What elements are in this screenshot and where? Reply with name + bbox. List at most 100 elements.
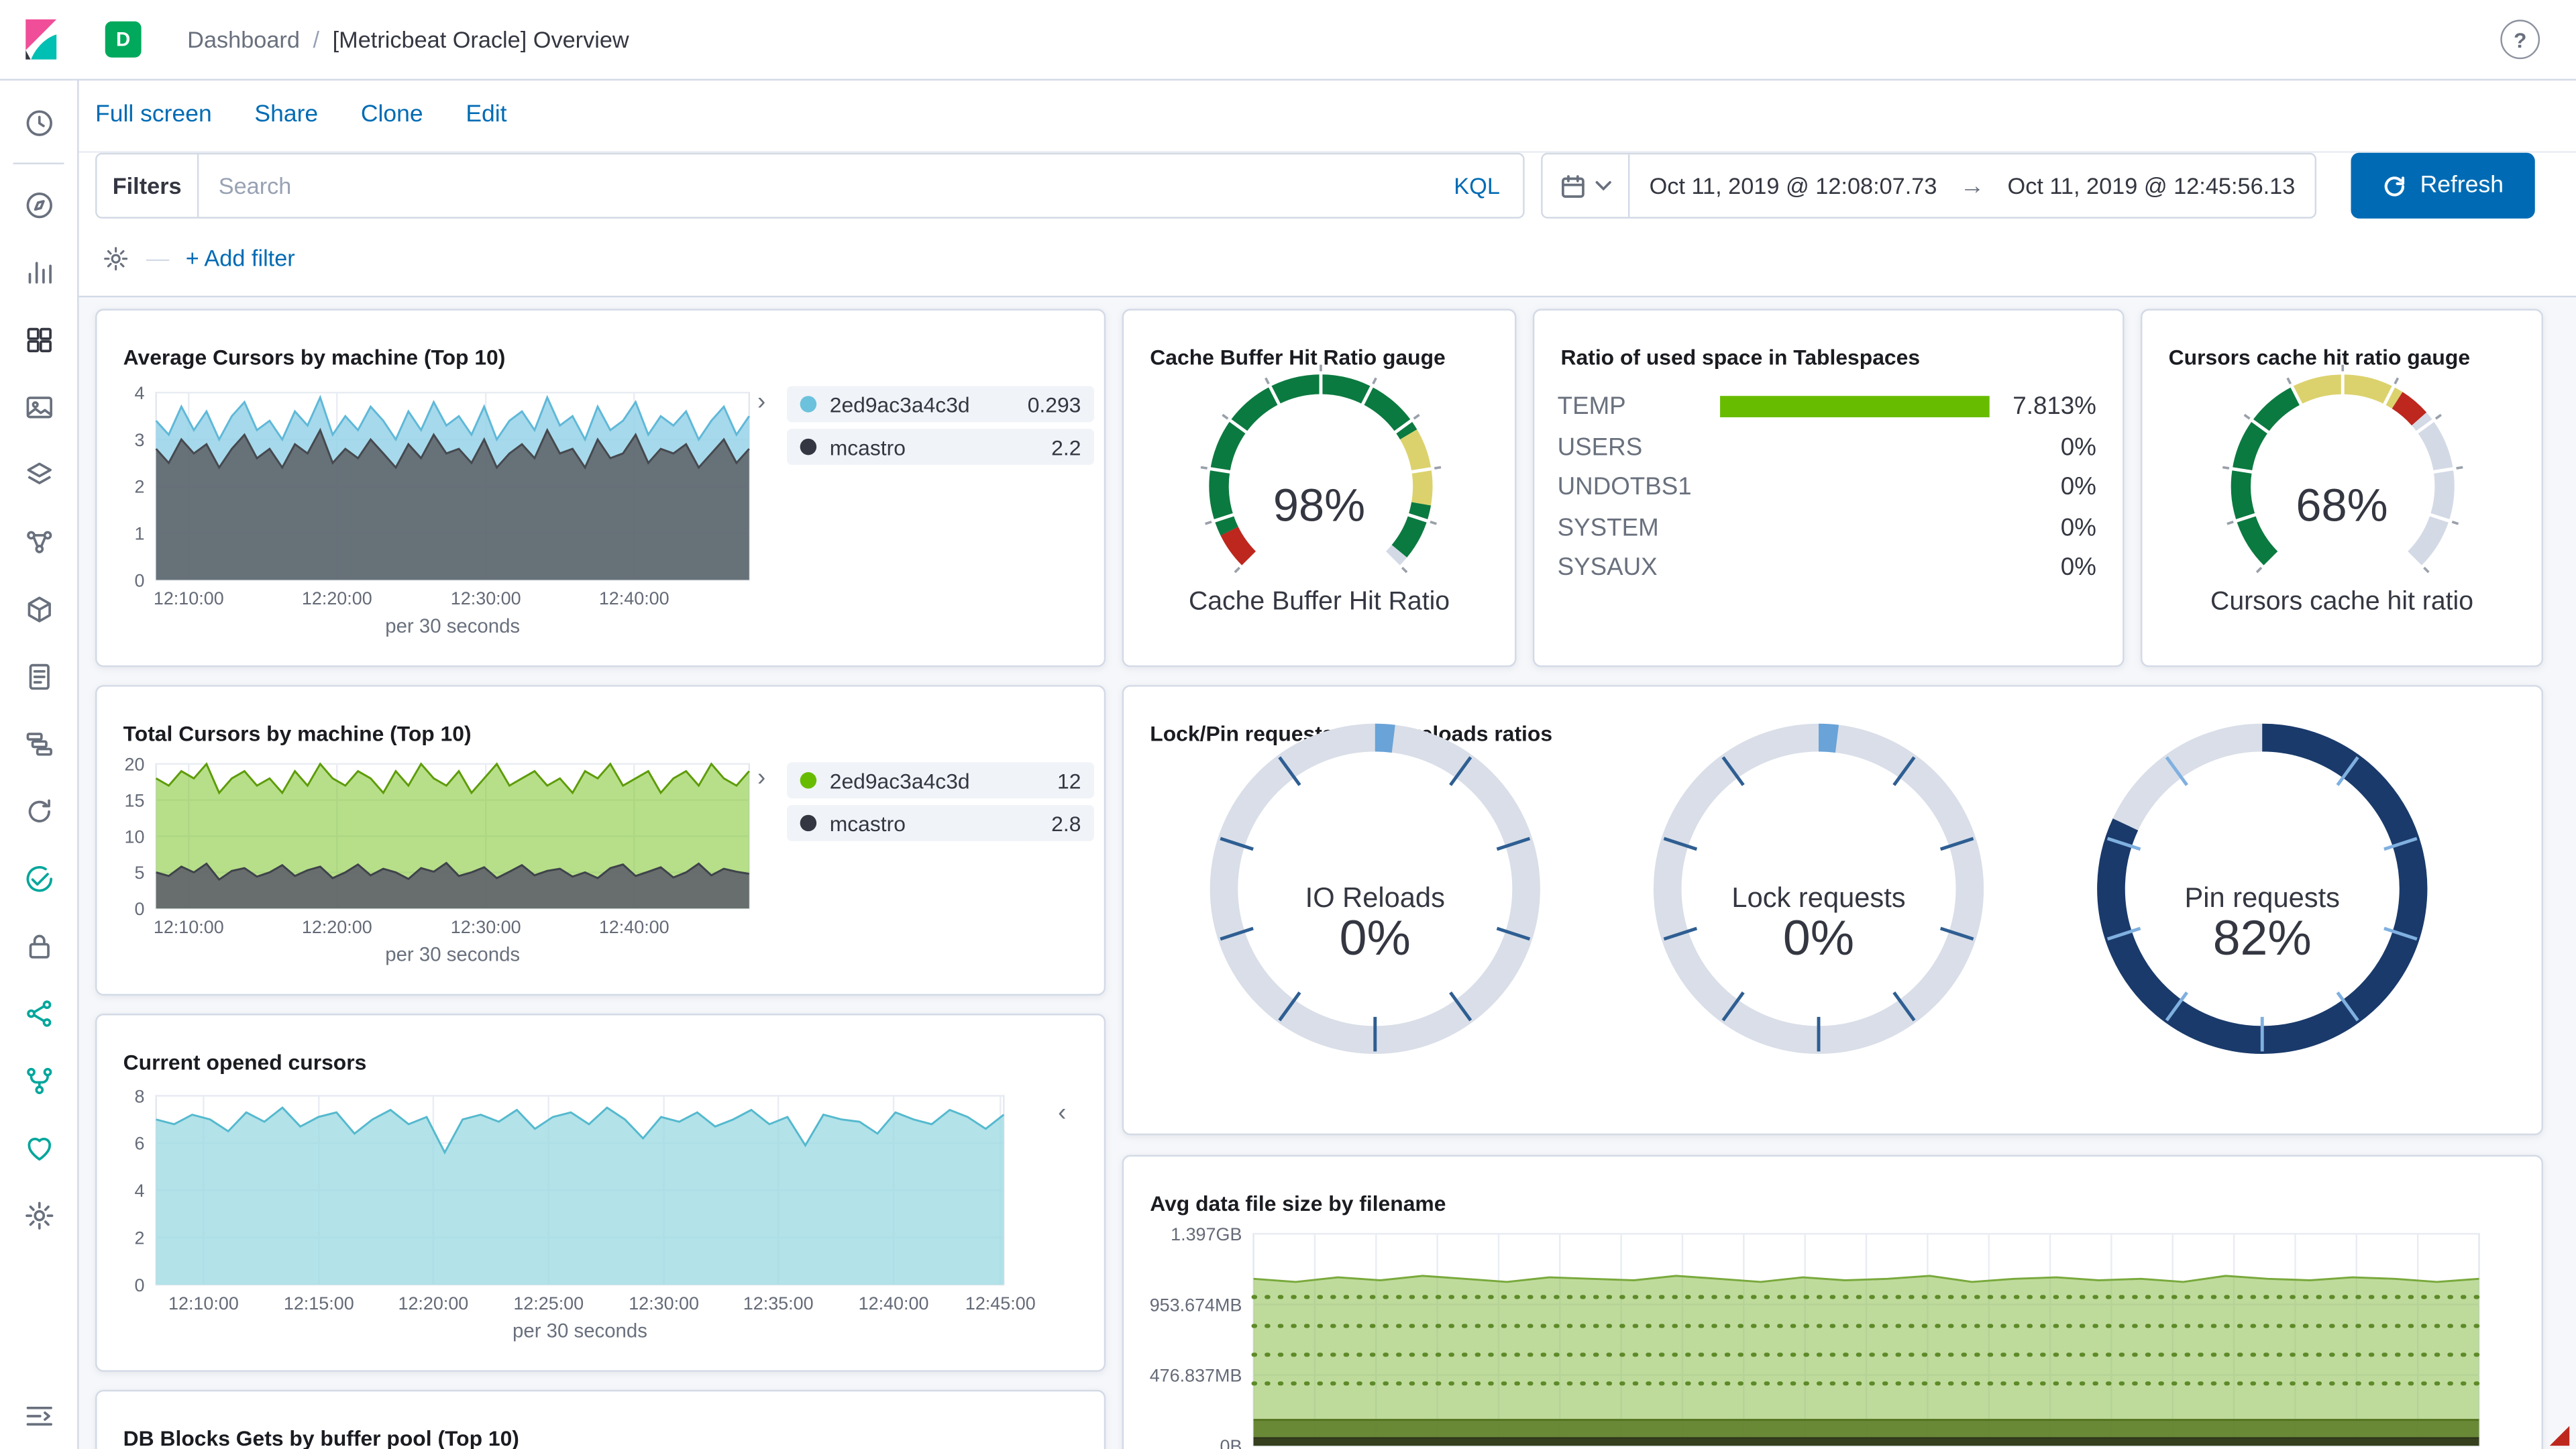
share-link[interactable]: Share	[254, 101, 319, 129]
kql-toggle[interactable]: KQL	[1454, 172, 1500, 199]
monitoring-share-nodes-icon[interactable]	[0, 979, 77, 1046]
legend-expand-icon[interactable]: ›	[757, 387, 766, 416]
lock-requests-gauge: Lock requests 0%	[1646, 716, 1991, 1061]
date-to[interactable]: Oct 11, 2019 @ 12:45:56.13	[2007, 172, 2296, 199]
svg-text:0B: 0B	[1220, 1436, 1242, 1449]
svg-text:12:20:00: 12:20:00	[302, 588, 372, 608]
panel-total-cursors: Total Cursors by machine (Top 10) 20 15 10…	[95, 685, 1106, 996]
tablespace-row: SYSAUX 0%	[1557, 553, 2096, 581]
svg-text:per 30 seconds: per 30 seconds	[385, 615, 520, 637]
svg-text:8: 8	[135, 1086, 145, 1106]
cache-buffer-gauge	[1200, 364, 1442, 574]
kibana-logo-icon[interactable]	[16, 15, 65, 64]
full-screen-link[interactable]: Full screen	[95, 101, 212, 129]
maps-layers-icon[interactable]	[0, 440, 77, 507]
panel-tablespaces: Ratio of used space in Tablespaces TEMP …	[1532, 309, 2125, 667]
filters-button[interactable]: Filters	[97, 154, 199, 217]
recently-viewed-clock-icon[interactable]	[0, 89, 77, 156]
panel-cache-buffer-gauge: Cache Buffer Hit Ratio gauge 98% Cache B…	[1122, 309, 1517, 667]
svg-text:12:45:00: 12:45:00	[965, 1293, 1036, 1313]
series-color-dot	[800, 396, 817, 413]
svg-text:5: 5	[135, 863, 145, 883]
legend-item[interactable]: 2ed9ac3a4c3d 0.293	[787, 386, 1095, 423]
date-from[interactable]: Oct 11, 2019 @ 12:08:07.73	[1649, 172, 1937, 199]
top-header: D Dashboard / [Metricbeat Oracle] Overvi…	[0, 0, 2576, 81]
apm-traces-icon[interactable]	[0, 710, 77, 777]
total-cursors-chart[interactable]: 20 15 10 5 0 12:10:00 12:20:00 12:30:00 12:40:00…	[97, 687, 1106, 996]
gauge-label: Pin requests	[2184, 882, 2340, 914]
panel-lock-pin-ratios: Lock/Pin requests and IO reloads ratios …	[1122, 685, 2544, 1136]
tablespace-row: SYSTEM 0%	[1557, 513, 2096, 541]
clone-link[interactable]: Clone	[360, 101, 423, 129]
edit-link[interactable]: Edit	[466, 101, 507, 129]
legend-item[interactable]: mcastro 2.8	[787, 805, 1095, 841]
discover-compass-icon[interactable]	[0, 171, 77, 238]
panel-title: Avg data file size by filename	[1150, 1191, 1446, 1216]
svg-text:12:25:00: 12:25:00	[513, 1293, 584, 1313]
panel-title: Ratio of used space in Tablespaces	[1560, 345, 1921, 370]
tablespace-row: UNDOTBS1 0%	[1557, 472, 2096, 500]
gauge-value: 82%	[2212, 912, 2312, 967]
visualize-bar-chart-icon[interactable]	[0, 238, 77, 305]
calendar-dropdown-button[interactable]	[1543, 154, 1630, 217]
svg-text:1.397GB: 1.397GB	[1171, 1224, 1242, 1244]
nav-collapse-toggle-icon[interactable]	[0, 1391, 79, 1440]
svg-text:15: 15	[125, 790, 145, 810]
refresh-button[interactable]: Refresh	[2351, 152, 2535, 219]
gauge-value: 68%	[2296, 480, 2388, 531]
infrastructure-cube-icon[interactable]	[0, 575, 77, 642]
svg-text:3: 3	[135, 430, 145, 450]
current-cursors-chart[interactable]: 8 6 4 2 0 12:10:00 12:15:00 12:20:00 12:25:00 12:…	[97, 1015, 1106, 1371]
breadcrumb-separator: /	[313, 26, 320, 53]
uptime-check-icon[interactable]	[0, 845, 77, 912]
panel-title: Total Cursors by machine (Top 10)	[123, 721, 472, 746]
avg-file-size-chart[interactable]: 1.397GB 953.674MB 476.837MB 0B	[1124, 1157, 2543, 1449]
query-bar: Filters KQL Oct 11, 2019 @ 12:08:07.73 →…	[79, 151, 2576, 220]
svg-text:12:40:00: 12:40:00	[859, 1293, 929, 1313]
breadcrumb-dashboard-link[interactable]: Dashboard	[187, 26, 300, 53]
heartbeat-icon[interactable]	[0, 1114, 77, 1181]
legend-expand-icon[interactable]: ›	[757, 763, 766, 792]
search-box: Filters KQL	[95, 152, 1525, 219]
machine-learning-nodes-icon[interactable]	[0, 508, 77, 575]
series-color-dot	[800, 772, 817, 789]
fork-branch-icon[interactable]	[0, 1046, 77, 1114]
help-icon[interactable]: ?	[2500, 19, 2540, 60]
refresh-icon	[2384, 176, 2405, 196]
svg-text:12:10:00: 12:10:00	[154, 588, 224, 608]
svg-text:0: 0	[135, 1275, 145, 1295]
panel-current-opened-cursors: Current opened cursors 8 6 4 2 0 12:10:00 12:1…	[95, 1014, 1106, 1372]
panel-db-blocks-gets: DB Blocks Gets by buffer pool (Top 10)	[95, 1389, 1106, 1449]
svg-text:20: 20	[125, 755, 145, 775]
canvas-picture-icon[interactable]	[0, 373, 77, 440]
legend-collapse-icon[interactable]: ‹	[1058, 1099, 1067, 1128]
legend-item[interactable]: mcastro 2.2	[787, 429, 1095, 466]
svg-text:0: 0	[135, 570, 145, 590]
nav-divider	[13, 162, 64, 164]
panel-title: Cursors cache hit ratio gauge	[2168, 345, 2471, 370]
panel-title: Current opened cursors	[123, 1049, 367, 1075]
svg-text:12:35:00: 12:35:00	[743, 1293, 814, 1313]
gauge-caption: Cursors cache hit ratio	[2210, 588, 2474, 616]
dashboard-grid: Average Cursors by machine (Top 10) 4 3 2 1…	[78, 297, 2576, 1449]
page-title: [Metricbeat Oracle] Overview	[332, 26, 629, 53]
dashboard-grid-icon[interactable]	[0, 306, 77, 373]
add-filter-link[interactable]: + Add filter	[185, 244, 295, 272]
svg-text:4: 4	[135, 1181, 145, 1201]
search-input[interactable]	[199, 172, 1432, 199]
management-gear-icon[interactable]	[0, 1181, 77, 1248]
app-navigation-rail	[0, 78, 79, 1449]
refresh-circle-icon[interactable]	[0, 777, 77, 844]
average-cursors-chart[interactable]: 4 3 2 1 0 12:10:00 12:20:00 12:30:00 12:40:00 per…	[97, 311, 1106, 667]
logs-document-icon[interactable]	[0, 643, 77, 710]
breadcrumb: Dashboard / [Metricbeat Oracle] Overview	[187, 26, 629, 52]
security-lock-icon[interactable]	[0, 912, 77, 979]
svg-text:12:20:00: 12:20:00	[398, 1293, 468, 1313]
filter-options-gear-icon[interactable]	[102, 244, 130, 272]
dashboard-subheader: Full screen Share Clone Edit Filters KQL…	[78, 78, 2576, 298]
space-avatar[interactable]: D	[105, 21, 142, 58]
legend-item[interactable]: 2ed9ac3a4c3d 12	[787, 762, 1095, 799]
svg-text:12:30:00: 12:30:00	[629, 1293, 699, 1313]
cursors-cache-gauge	[2222, 364, 2463, 574]
